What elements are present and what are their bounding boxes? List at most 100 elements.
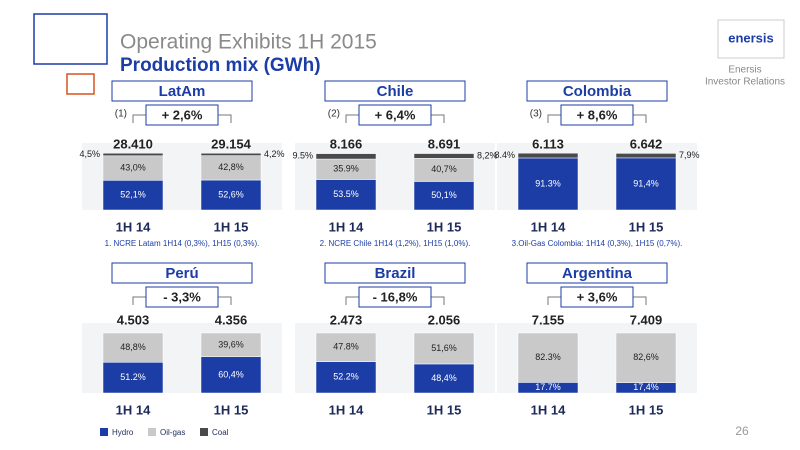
total-label: 7.155 <box>532 312 565 327</box>
department: Investor Relations <box>705 77 785 88</box>
total-label: 7.409 <box>630 312 663 327</box>
value-label: 52,6% <box>218 189 244 199</box>
chart-title-box <box>324 80 466 102</box>
total-label: 2.056 <box>428 312 461 327</box>
change-label: - 16,8% <box>373 289 418 304</box>
chart-title: Perú <box>165 265 198 282</box>
chart-title: Colombia <box>563 83 632 100</box>
bar-segment <box>102 152 164 157</box>
value-label: 17,4% <box>633 382 659 392</box>
change-box <box>560 104 634 126</box>
value-label: 4,5% <box>79 149 100 159</box>
total-label: 28.410 <box>113 136 153 151</box>
company: Enersis <box>728 65 761 76</box>
change-label: - 3,3% <box>163 289 201 304</box>
value-label: 8.4% <box>494 150 515 160</box>
value-label: 9.5% <box>292 151 313 161</box>
total-label: 6.113 <box>532 136 564 151</box>
change-label: + 6,4% <box>375 107 416 122</box>
change-label: + 2,6% <box>162 107 203 122</box>
bar-segment <box>413 363 475 394</box>
footnote: 3.Oil-Gas Colombia: 1H14 (0,3%), 1H15 (0… <box>512 239 683 248</box>
x-tick-label: 1H 14 <box>116 402 151 417</box>
x-tick-label: 1H 15 <box>214 219 249 234</box>
change-box <box>560 286 634 308</box>
value-label: 47.8% <box>333 342 359 352</box>
chart-title: Brazil <box>375 265 416 282</box>
chart-title: Argentina <box>562 265 633 282</box>
bar-segment <box>102 155 164 181</box>
value-label: 82,6% <box>633 352 659 362</box>
bracket <box>547 114 647 123</box>
note: (2) <box>328 109 340 120</box>
value-label: 42,8% <box>218 162 244 172</box>
legend-label: Oil-gas <box>160 428 185 437</box>
change-label: + 3,6% <box>577 289 618 304</box>
value-label: 39,6% <box>218 339 244 349</box>
bar-segment <box>315 153 377 160</box>
bar-segment <box>200 152 262 156</box>
x-tick-label: 1H 15 <box>427 402 462 417</box>
chart-title-box <box>324 262 466 284</box>
value-label: 91.3% <box>535 178 561 188</box>
x-tick-label: 1H 15 <box>629 402 664 417</box>
page-number: 26 <box>735 424 749 438</box>
value-label: 7,9% <box>679 150 700 160</box>
total-label: 8.691 <box>428 136 461 151</box>
bracket <box>345 114 445 123</box>
total-label: 29.154 <box>211 136 252 151</box>
bar-segment <box>200 356 262 394</box>
chart-title-box <box>111 262 253 284</box>
x-tick-label: 1H 14 <box>531 402 566 417</box>
value-label: 60,4% <box>218 369 244 379</box>
change-box <box>145 104 219 126</box>
value-label: 51.2% <box>120 372 146 382</box>
value-label: 51,6% <box>431 343 457 353</box>
x-tick-label: 1H 15 <box>629 219 664 234</box>
bar-segment <box>517 332 579 383</box>
chart-title: LatAm <box>159 83 206 100</box>
value-label: 4,2% <box>264 149 285 159</box>
value-label: 53.5% <box>333 189 359 199</box>
total-label: 4.356 <box>215 312 248 327</box>
bar-segment <box>517 152 579 159</box>
bar-segment <box>517 157 579 211</box>
bar-segment <box>200 179 262 211</box>
bracket <box>547 296 647 305</box>
value-label: 17.7% <box>535 382 561 392</box>
note: (1) <box>115 109 127 120</box>
bar-segment <box>315 332 377 362</box>
bar-segment <box>413 181 475 211</box>
logo-box <box>717 19 785 59</box>
total-label: 2.473 <box>330 312 363 327</box>
bar-segment <box>413 332 475 365</box>
legend-label: Hydro <box>112 428 134 437</box>
x-tick-label: 1H 15 <box>214 402 249 417</box>
value-label: 91,4% <box>633 178 659 188</box>
logo: enersis <box>728 30 774 45</box>
bracket <box>132 296 232 305</box>
value-label: 43,0% <box>120 162 146 172</box>
chart-title-box <box>526 80 668 102</box>
value-label: 52.2% <box>333 372 359 382</box>
value-label: 50,1% <box>431 190 457 200</box>
change-box <box>358 286 432 308</box>
x-tick-label: 1H 14 <box>329 402 364 417</box>
bar-segment <box>315 179 377 211</box>
decor-square <box>33 13 108 65</box>
bar-segment <box>615 332 677 383</box>
change-box <box>358 104 432 126</box>
legend-swatch <box>100 428 108 436</box>
x-tick-label: 1H 14 <box>116 219 151 234</box>
bar-segment <box>102 332 164 363</box>
slide-title: Operating Exhibits 1H 2015 <box>120 31 377 54</box>
value-label: 40,7% <box>431 164 457 174</box>
legend-swatch <box>200 428 208 436</box>
bar-segment <box>102 180 164 211</box>
x-tick-label: 1H 14 <box>329 219 364 234</box>
bar-segment <box>200 155 262 181</box>
change-box <box>145 286 219 308</box>
decor-square <box>66 73 95 95</box>
bracket <box>132 114 232 123</box>
